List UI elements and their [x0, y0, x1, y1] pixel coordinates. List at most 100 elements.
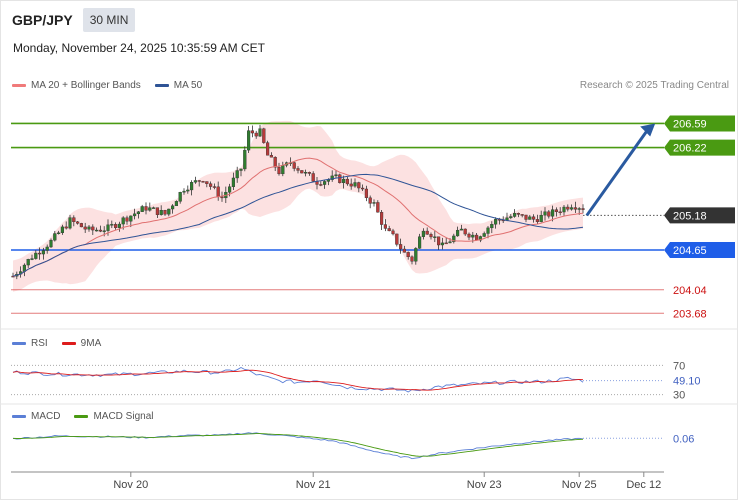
legend-label: MA 50 — [173, 80, 203, 91]
candle-body — [421, 230, 425, 237]
candle-body — [277, 166, 281, 175]
legend-label: 9MA — [80, 338, 102, 349]
candle-body — [444, 242, 448, 245]
candle-body — [342, 178, 346, 184]
candle-body — [91, 226, 95, 231]
candle-body — [41, 250, 45, 255]
candle-body — [349, 183, 353, 187]
rsi-tick-label: 30 — [673, 390, 685, 402]
legend-macd: MACD — [12, 411, 60, 422]
candle-body — [562, 206, 566, 213]
candle-body — [98, 229, 102, 232]
candle-body — [129, 215, 133, 222]
x-tick-label: Nov 20 — [113, 479, 148, 491]
macd-value-label: 0.06 — [673, 433, 694, 445]
candle-body — [201, 181, 205, 183]
candle-body — [208, 183, 213, 187]
candle-body — [189, 182, 194, 191]
candle-body — [235, 170, 239, 179]
candle-body — [558, 211, 562, 214]
candle-body — [227, 186, 232, 193]
candle-body — [64, 226, 68, 229]
candle-body — [300, 170, 304, 174]
legend-swatch — [12, 84, 26, 87]
candle-body — [410, 256, 414, 262]
legend-label: MA 20 + Bollinger Bands — [31, 80, 141, 91]
candle-body — [132, 213, 137, 217]
candle-body — [57, 232, 61, 235]
x-tick-label: Nov 23 — [467, 479, 502, 491]
candle-body — [45, 246, 49, 251]
candle-body — [357, 182, 361, 189]
candle-body — [106, 224, 110, 231]
candle-body — [372, 202, 376, 204]
legend-ma50: MA 50 — [154, 80, 203, 91]
candle-body — [543, 211, 547, 216]
candle-body — [387, 228, 391, 232]
candle-body — [380, 211, 384, 225]
candle-body — [368, 197, 372, 204]
pivot-label-tag — [664, 242, 735, 258]
support-label: 204.04 — [673, 285, 707, 297]
macd-legend: MACD MACD Signal — [12, 411, 161, 422]
candle-body — [151, 207, 156, 209]
candle-body — [573, 207, 577, 210]
candle-body — [429, 234, 433, 238]
candle-body — [532, 216, 536, 220]
macd-line — [12, 432, 584, 460]
candle-body — [87, 226, 91, 230]
main-legend: MA 20 + Bollinger Bands MA 50 — [12, 80, 210, 91]
candle-body — [79, 223, 83, 228]
rsi-9ma-line — [12, 369, 584, 391]
candle-body — [140, 206, 144, 212]
candle-body — [516, 213, 520, 215]
candle-body — [182, 190, 186, 193]
x-tick-label: Nov 25 — [562, 479, 597, 491]
projection-arrow-head — [640, 123, 656, 137]
candle-body — [254, 132, 258, 137]
resistance-label-tag — [664, 115, 735, 132]
candle-body — [273, 157, 277, 168]
candle-body — [361, 187, 365, 190]
projection-arrow — [585, 129, 649, 217]
candle-body — [216, 186, 220, 198]
legend-swatch — [154, 84, 169, 87]
candle-body — [262, 128, 266, 143]
candle-body — [345, 178, 349, 185]
candle-body — [205, 181, 209, 184]
candle-body — [399, 244, 403, 250]
legend-macd-signal: MACD Signal — [74, 411, 153, 422]
candle-body — [121, 217, 125, 225]
candle-body — [266, 142, 270, 156]
candle-body — [539, 214, 543, 223]
candle-body — [376, 202, 380, 213]
candle-body — [102, 230, 106, 232]
bollinger-band — [13, 120, 583, 292]
legend-swatch — [12, 342, 26, 345]
resistance-label-tag — [664, 139, 735, 156]
candle-body — [125, 217, 129, 222]
candle-body — [581, 208, 585, 210]
candle-body — [452, 235, 456, 242]
candle-body — [246, 130, 251, 151]
candle-body — [281, 165, 285, 175]
legend-rsi: RSI — [12, 338, 48, 349]
ma20-line — [12, 157, 584, 277]
candle-body — [250, 130, 254, 134]
pivot-label: 204.65 — [673, 245, 707, 257]
candle-body — [383, 224, 387, 229]
timeframe-badge[interactable]: 30 MIN — [82, 8, 136, 32]
resistance-label: 206.59 — [673, 118, 707, 130]
header: GBP/JPY 30 MIN — [12, 8, 136, 32]
support-label: 203.68 — [673, 308, 707, 320]
timestamp: Monday, November 24, 2025 10:35:59 AM CE… — [13, 41, 265, 55]
resistance-label: 206.22 — [673, 143, 707, 155]
candle-body — [353, 182, 357, 187]
candle-body — [296, 168, 300, 171]
candle-body — [402, 248, 406, 253]
legend-ma20: MA 20 + Bollinger Bands — [12, 80, 141, 91]
candle-body — [49, 239, 53, 248]
candle-body — [307, 172, 311, 174]
credit: Research © 2025 Trading Central — [579, 80, 729, 91]
